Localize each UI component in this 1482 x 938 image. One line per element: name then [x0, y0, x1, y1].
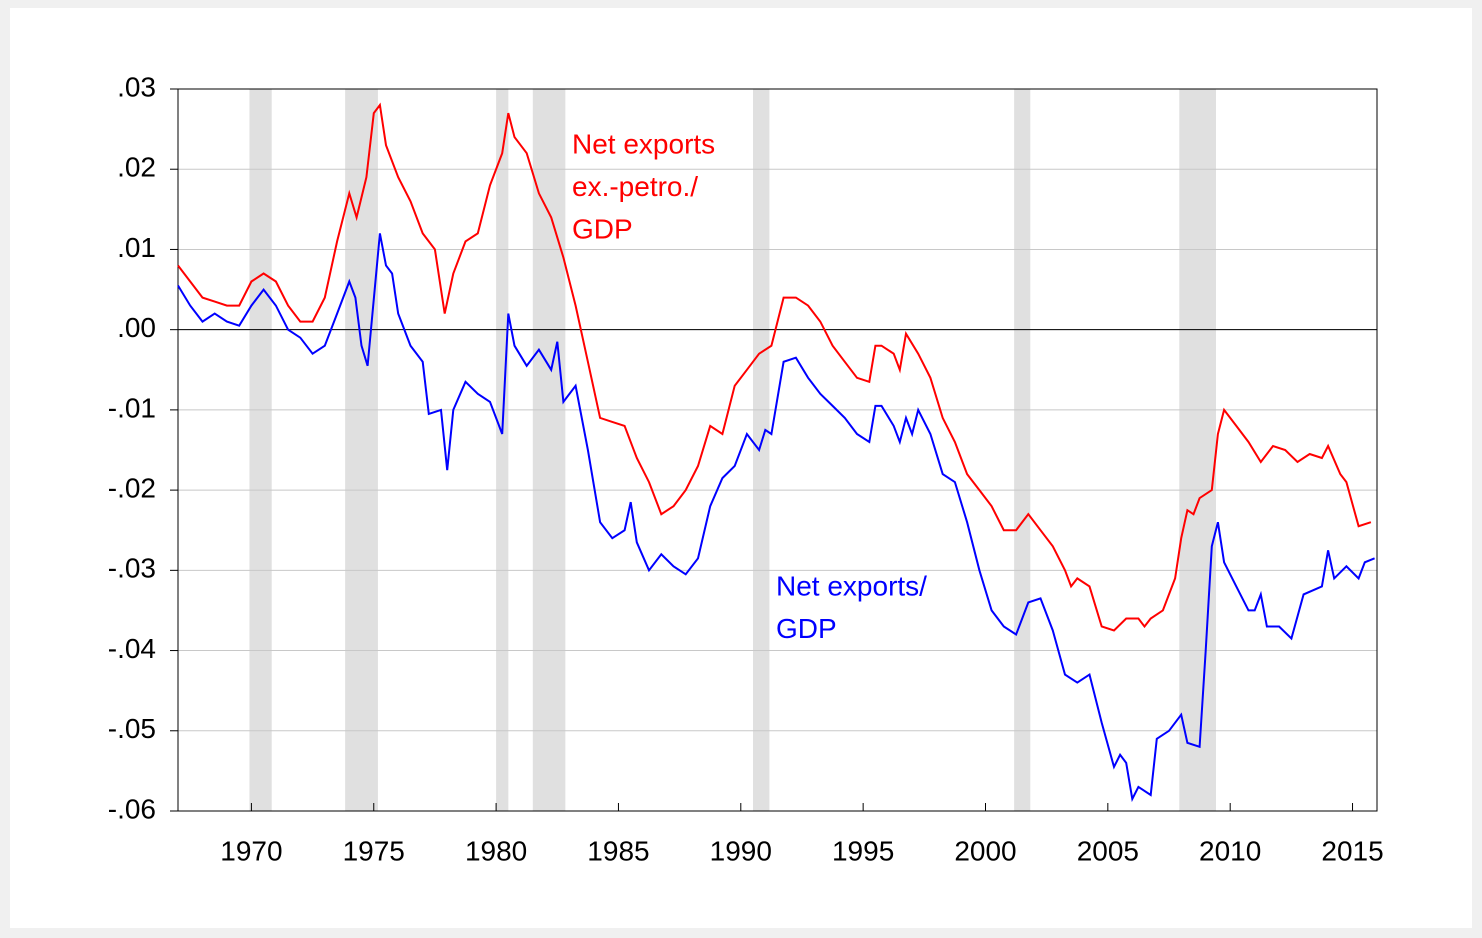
y-tick-label: -.01	[108, 392, 156, 423]
plot-frame	[177, 88, 1378, 812]
annotation: Net exports/	[776, 570, 927, 601]
annotation: Net exports	[572, 128, 715, 159]
recession-band	[496, 89, 509, 811]
y-tick-label: .02	[117, 152, 156, 183]
x-tick-label: 2000	[954, 835, 1016, 866]
recession-band	[753, 89, 770, 811]
x-tick-label: 1985	[587, 835, 649, 866]
x-tick-label: 2010	[1199, 835, 1261, 866]
recession-band	[1014, 89, 1031, 811]
series-line	[177, 233, 1375, 803]
y-tick-label: .03	[117, 71, 156, 102]
x-tick-label: 2015	[1321, 835, 1383, 866]
x-tick-label: 1980	[465, 835, 527, 866]
y-tick-label: -.02	[108, 473, 156, 504]
x-tick-label: 1995	[832, 835, 894, 866]
x-tick-label: 1975	[343, 835, 405, 866]
x-tick-label: 2005	[1077, 835, 1139, 866]
y-tick-label: -.04	[108, 633, 156, 664]
recession-band	[1179, 89, 1216, 811]
y-tick-label: -.06	[108, 793, 156, 824]
annotation: ex.-petro./	[572, 171, 698, 202]
x-tick-label: 1990	[710, 835, 772, 866]
chart-background	[10, 8, 1472, 928]
y-tick-label: -.03	[108, 553, 156, 584]
y-tick-label: .00	[117, 312, 156, 343]
y-tick-label: -.05	[108, 713, 156, 744]
annotation: GDP	[776, 613, 837, 644]
y-tick-label: .01	[117, 232, 156, 263]
recession-band	[532, 89, 566, 811]
recession-band	[249, 89, 272, 811]
series-line	[177, 102, 1372, 632]
annotation: GDP	[572, 213, 633, 244]
x-tick-label: 1970	[220, 835, 282, 866]
recession-band	[345, 89, 378, 811]
